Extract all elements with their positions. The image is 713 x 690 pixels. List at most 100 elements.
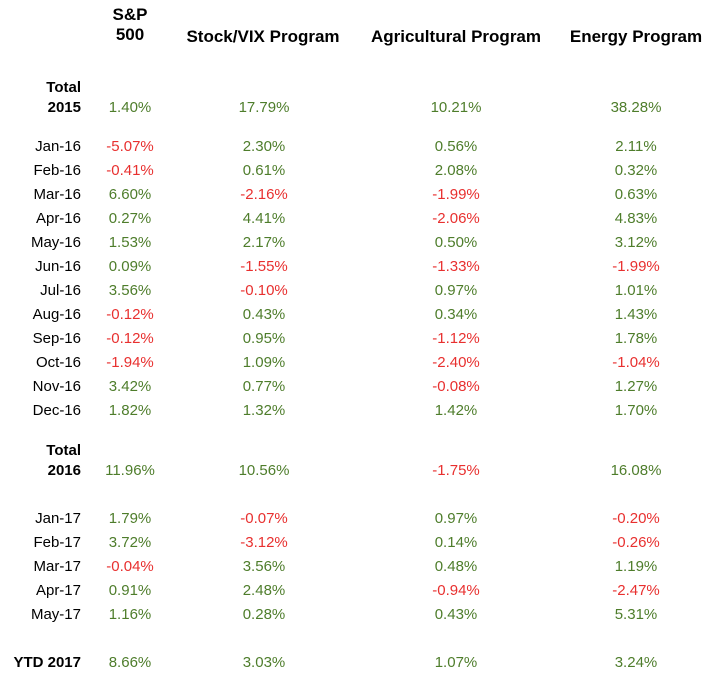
cell-agricultural: -1.12% bbox=[432, 330, 480, 347]
cell-stock-vix: 2.48% bbox=[242, 582, 286, 599]
cell-agricultural: -2.40% bbox=[432, 354, 480, 371]
cell-stock-vix: 2.17% bbox=[242, 234, 286, 251]
row-label: Jun-16 bbox=[35, 258, 81, 275]
row-label: Jul-16 bbox=[40, 282, 81, 299]
cell-energy: -2.47% bbox=[612, 582, 660, 599]
row-label: Feb-16 bbox=[33, 162, 81, 179]
cell-sp500: 0.09% bbox=[108, 258, 152, 275]
cell-sp500: 11.96% bbox=[105, 462, 155, 479]
cell-energy: 1.01% bbox=[614, 282, 658, 299]
cell-sp500: -0.41% bbox=[106, 162, 154, 179]
cell-sp500: -5.07% bbox=[106, 138, 154, 155]
cell-sp500: 1.16% bbox=[108, 606, 152, 623]
cell-stock-vix: 4.41% bbox=[242, 210, 286, 227]
cell-energy: 3.12% bbox=[614, 234, 658, 251]
cell-stock-vix: -3.12% bbox=[240, 534, 288, 551]
cell-agricultural: 0.97% bbox=[434, 510, 478, 527]
cell-stock-vix: 0.77% bbox=[242, 378, 286, 395]
cell-agricultural: -0.94% bbox=[432, 582, 480, 599]
row-label: Jan-17 bbox=[35, 510, 81, 527]
cell-stock-vix: 10.56% bbox=[238, 462, 290, 479]
cell-energy: 5.31% bbox=[614, 606, 658, 623]
cell-agricultural: 2.08% bbox=[434, 162, 478, 179]
cell-stock-vix: 1.32% bbox=[242, 402, 286, 419]
cell-agricultural: -1.99% bbox=[432, 186, 480, 203]
cell-agricultural: 0.97% bbox=[434, 282, 478, 299]
cell-sp500: 1.82% bbox=[108, 402, 152, 419]
cell-stock-vix: 2.30% bbox=[242, 138, 286, 155]
cell-agricultural: 0.56% bbox=[434, 138, 478, 155]
cell-agricultural: 1.07% bbox=[434, 654, 478, 671]
row-label-line2: 2015 bbox=[47, 99, 81, 116]
cell-agricultural: -0.08% bbox=[432, 378, 480, 395]
cell-stock-vix: -2.16% bbox=[240, 186, 288, 203]
cell-agricultural: 10.21% bbox=[430, 99, 482, 116]
cell-sp500: 0.91% bbox=[108, 582, 152, 599]
row-label: Mar-17 bbox=[33, 558, 81, 575]
cell-agricultural: 0.50% bbox=[434, 234, 478, 251]
row-label: Aug-16 bbox=[32, 306, 81, 323]
header-energy: Energy Program bbox=[569, 27, 703, 46]
cell-energy: 0.32% bbox=[614, 162, 658, 179]
cell-stock-vix: 1.09% bbox=[242, 354, 286, 371]
cell-stock-vix: 0.28% bbox=[242, 606, 286, 623]
header-sp500: S&P 500 bbox=[100, 5, 160, 45]
cell-agricultural: 0.34% bbox=[434, 306, 478, 323]
cell-sp500: 1.79% bbox=[108, 510, 152, 527]
cell-agricultural: -2.06% bbox=[432, 210, 480, 227]
cell-energy: 38.28% bbox=[610, 99, 662, 116]
cell-stock-vix: 17.79% bbox=[238, 99, 290, 116]
cell-stock-vix: 0.43% bbox=[242, 306, 286, 323]
cell-energy: 16.08% bbox=[610, 462, 662, 479]
cell-agricultural: 0.14% bbox=[434, 534, 478, 551]
row-label: Dec-16 bbox=[32, 402, 81, 419]
cell-agricultural: 0.48% bbox=[434, 558, 478, 575]
cell-sp500: 8.66% bbox=[108, 654, 152, 671]
header-sp500-line2: 500 bbox=[115, 25, 145, 44]
cell-energy: -1.99% bbox=[612, 258, 660, 275]
row-label: Sep-16 bbox=[32, 330, 81, 347]
cell-sp500: 3.56% bbox=[108, 282, 152, 299]
header-agricultural: Agricultural Program bbox=[370, 27, 542, 46]
cell-energy: -1.04% bbox=[612, 354, 660, 371]
row-label-line1: Total bbox=[46, 442, 81, 459]
cell-stock-vix: -0.07% bbox=[240, 510, 288, 527]
cell-sp500: 3.42% bbox=[108, 378, 152, 395]
row-label: Apr-16 bbox=[35, 210, 81, 227]
row-label: May-16 bbox=[30, 234, 81, 251]
cell-sp500: 6.60% bbox=[108, 186, 152, 203]
cell-sp500: 1.53% bbox=[108, 234, 152, 251]
row-label: YTD 2017 bbox=[13, 654, 81, 671]
row-label: Feb-17 bbox=[33, 534, 81, 551]
cell-energy: -0.26% bbox=[612, 534, 660, 551]
cell-agricultural: 1.42% bbox=[434, 402, 478, 419]
cell-sp500: 0.27% bbox=[108, 210, 152, 227]
cell-sp500: -0.12% bbox=[106, 330, 154, 347]
row-label: Oct-16 bbox=[35, 354, 81, 371]
cell-energy: 1.27% bbox=[614, 378, 658, 395]
row-label-line2: 2016 bbox=[47, 462, 81, 479]
cell-stock-vix: 3.03% bbox=[242, 654, 286, 671]
row-label: Apr-17 bbox=[35, 582, 81, 599]
cell-sp500: 3.72% bbox=[108, 534, 152, 551]
row-label: Nov-16 bbox=[32, 378, 81, 395]
cell-sp500: -0.12% bbox=[106, 306, 154, 323]
cell-stock-vix: -1.55% bbox=[240, 258, 288, 275]
cell-energy: 4.83% bbox=[614, 210, 658, 227]
row-label-line1: Total bbox=[46, 79, 81, 96]
cell-energy: 1.43% bbox=[614, 306, 658, 323]
cell-energy: 1.19% bbox=[614, 558, 658, 575]
cell-stock-vix: 0.61% bbox=[242, 162, 286, 179]
cell-agricultural: 0.43% bbox=[434, 606, 478, 623]
cell-agricultural: -1.33% bbox=[432, 258, 480, 275]
cell-stock-vix: 0.95% bbox=[242, 330, 286, 347]
cell-energy: 1.70% bbox=[614, 402, 658, 419]
cell-sp500: 1.40% bbox=[108, 99, 152, 116]
cell-energy: 0.63% bbox=[614, 186, 658, 203]
row-label: May-17 bbox=[30, 606, 81, 623]
cell-energy: 3.24% bbox=[614, 654, 658, 671]
cell-sp500: -0.04% bbox=[106, 558, 154, 575]
cell-stock-vix: -0.10% bbox=[240, 282, 288, 299]
header-stock-vix: Stock/VIX Program bbox=[186, 27, 340, 46]
row-label: Jan-16 bbox=[35, 138, 81, 155]
